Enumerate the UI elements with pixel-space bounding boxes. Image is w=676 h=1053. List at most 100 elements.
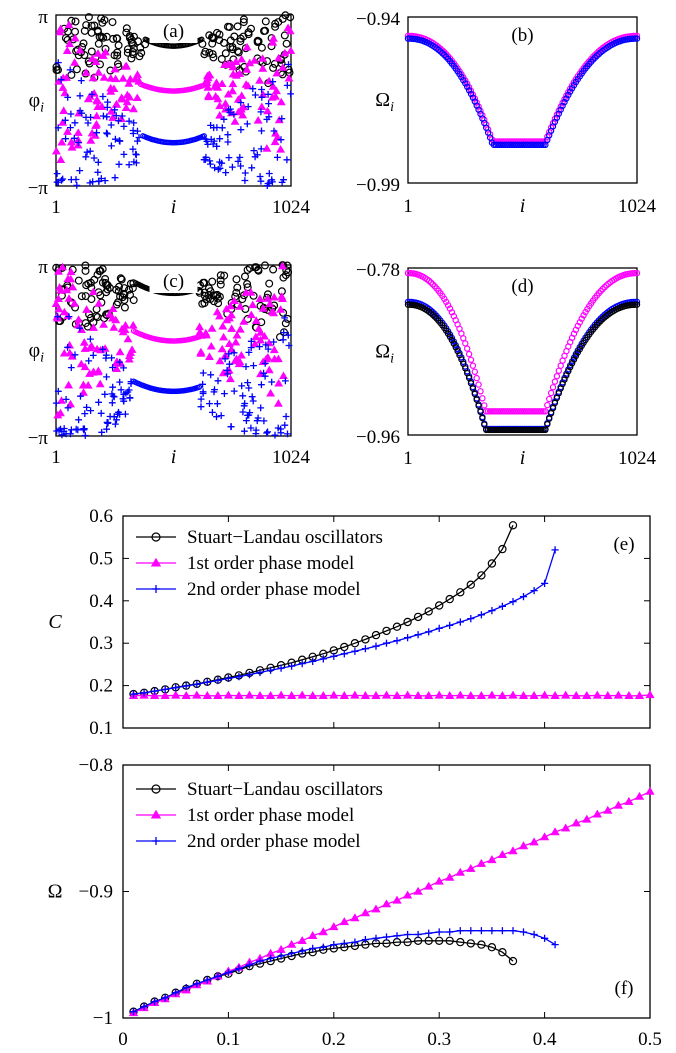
data-point	[63, 127, 72, 135]
y-tick-label: −0.99	[356, 175, 400, 196]
data-point	[526, 141, 534, 148]
data-point	[192, 690, 202, 699]
data-point	[75, 45, 85, 54]
data-point	[193, 680, 201, 688]
data-point	[245, 671, 254, 679]
data-point	[98, 428, 106, 436]
data-point	[125, 290, 134, 299]
x-tick-label: 1	[403, 196, 413, 217]
legend: Stuart−Landau oscillators 1st order phase…	[136, 527, 383, 600]
panel-label: (e)	[613, 534, 634, 555]
data-point	[224, 339, 234, 347]
data-point	[86, 147, 94, 155]
data-point	[298, 947, 306, 955]
y-tick-label: −0.8	[79, 755, 113, 776]
data-point	[276, 145, 286, 153]
data-point	[87, 28, 96, 37]
data-point	[476, 858, 487, 867]
y-tick-label: −π	[28, 428, 49, 449]
data-point	[542, 408, 549, 415]
data-point	[382, 933, 391, 941]
data-point	[57, 76, 65, 84]
data-point	[505, 141, 513, 148]
data-point	[233, 283, 242, 292]
data-point	[268, 82, 278, 90]
data-point	[225, 374, 235, 383]
data-point	[92, 96, 102, 105]
data-point	[371, 630, 381, 640]
data-point	[236, 154, 244, 161]
data-point	[70, 33, 80, 42]
data-point	[529, 691, 539, 699]
data-point	[498, 602, 506, 610]
data-point	[234, 691, 244, 699]
panel-label: (b)	[511, 25, 533, 46]
data-point	[135, 134, 143, 141]
x-tick-label: 1024	[618, 196, 657, 217]
data-point	[76, 107, 84, 115]
data-point	[253, 37, 262, 46]
data-point	[283, 82, 291, 89]
data-point	[219, 332, 229, 341]
data-point	[54, 304, 64, 313]
data-point	[66, 274, 76, 283]
data-point	[209, 53, 218, 62]
data-point	[279, 336, 287, 344]
data-point	[213, 94, 223, 103]
data-point	[108, 142, 115, 150]
data-point	[487, 943, 497, 952]
data-point	[371, 691, 381, 699]
panel-label-bg	[498, 273, 547, 297]
data-point	[87, 341, 97, 350]
data-point	[181, 691, 191, 699]
data-point	[435, 936, 444, 946]
data-point	[462, 340, 469, 347]
data-point	[276, 944, 286, 953]
data-point	[479, 414, 486, 422]
data-point	[248, 300, 258, 309]
data-point	[76, 324, 84, 332]
data-point	[113, 60, 122, 69]
data-point	[393, 932, 401, 940]
data-point	[119, 395, 127, 403]
data-point	[114, 282, 123, 291]
data-point	[634, 791, 645, 800]
data-point	[103, 129, 110, 137]
data-point	[79, 338, 89, 346]
data-point	[116, 378, 124, 386]
data-point	[414, 930, 422, 939]
data-point	[114, 287, 123, 296]
data-point	[434, 876, 444, 885]
data-point	[225, 154, 233, 161]
data-point	[460, 335, 467, 342]
data-point	[257, 145, 265, 153]
data-point	[425, 929, 433, 937]
data-point	[360, 691, 371, 699]
data-point	[216, 158, 223, 166]
data-point	[235, 673, 243, 681]
data-point	[67, 364, 75, 371]
y-tick-label: π	[38, 7, 48, 28]
data-point	[526, 138, 534, 145]
data-point	[199, 369, 207, 377]
data-point	[371, 904, 381, 913]
data-point	[118, 112, 126, 120]
data-point	[92, 111, 102, 120]
data-point	[414, 631, 422, 639]
data-point	[297, 690, 307, 699]
legend-marker	[150, 557, 162, 567]
data-point	[67, 16, 76, 25]
data-point	[544, 401, 551, 409]
data-point	[74, 315, 84, 323]
data-point	[258, 86, 265, 93]
x-tick-label: 1024	[618, 448, 657, 469]
series-magenta	[51, 20, 296, 163]
data-point	[109, 364, 116, 371]
data-point	[269, 292, 279, 301]
y-tick-label: −0.94	[356, 9, 400, 30]
data-point	[204, 92, 214, 101]
data-point	[551, 546, 559, 554]
data-point	[129, 130, 137, 137]
data-point	[52, 62, 61, 71]
data-point	[281, 319, 290, 328]
